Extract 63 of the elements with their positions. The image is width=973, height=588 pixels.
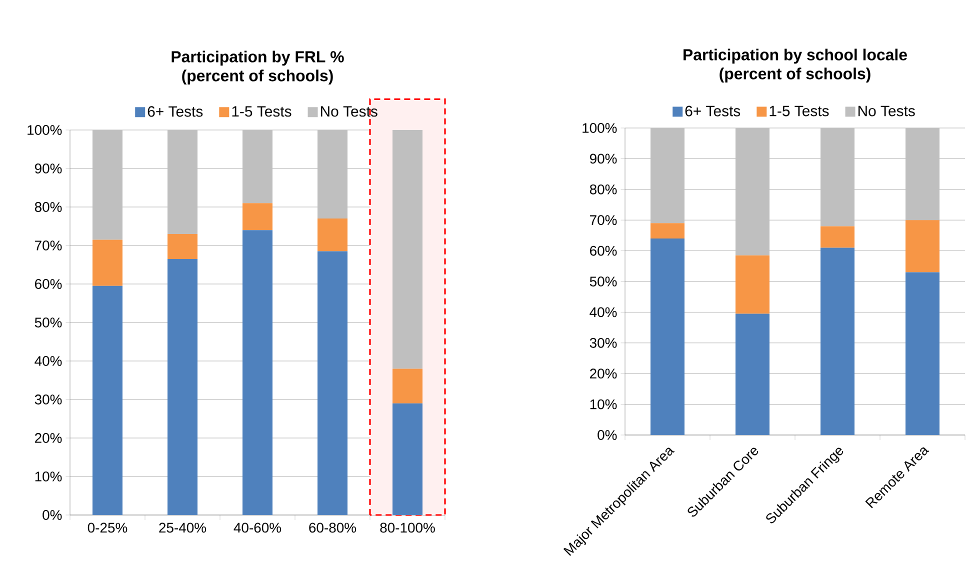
y-tick-label: 40% bbox=[34, 356, 62, 366]
bar bbox=[168, 258, 198, 515]
bar bbox=[392, 403, 423, 515]
y-tick-label: 100% bbox=[28, 125, 62, 135]
bar bbox=[168, 130, 198, 234]
bar bbox=[242, 130, 272, 204]
y-tick-label: 10% bbox=[35, 472, 62, 482]
y-tick-label: 70% bbox=[35, 240, 62, 250]
bar bbox=[318, 218, 348, 252]
legend-label: No Tests bbox=[858, 106, 915, 116]
bar bbox=[736, 128, 770, 256]
y-tick-label: 20% bbox=[590, 368, 617, 379]
bar bbox=[92, 240, 122, 286]
legend-label: 6+ Tests bbox=[148, 106, 203, 117]
x-tick-label: 25-40% bbox=[159, 522, 206, 533]
x-tick-label: 80-100% bbox=[380, 522, 435, 533]
chart-title: Participation by FRL % bbox=[172, 50, 344, 66]
bar bbox=[318, 251, 348, 515]
y-tick-label: 50% bbox=[34, 318, 62, 328]
bar bbox=[906, 272, 940, 435]
bar bbox=[820, 248, 855, 435]
chart-title: Participation by school locale bbox=[684, 48, 907, 64]
y-tick-label: 70% bbox=[590, 215, 617, 226]
bar bbox=[650, 238, 685, 435]
chart-subtitle: (percent of schools) bbox=[182, 70, 333, 84]
y-tick-label: 80% bbox=[590, 184, 617, 194]
x-tick-label: 40-60% bbox=[234, 522, 282, 533]
legend-label: 6+ Tests bbox=[685, 106, 740, 116]
y-tick-label: 20% bbox=[35, 433, 62, 443]
bar bbox=[92, 130, 122, 240]
bar bbox=[820, 226, 855, 248]
y-tick-label: 30% bbox=[34, 394, 62, 404]
bar bbox=[736, 255, 770, 314]
y-tick-label: 30% bbox=[590, 338, 617, 348]
bar bbox=[92, 286, 122, 515]
x-tick-label: 60-80% bbox=[309, 522, 356, 533]
x-tick-label: 0-25% bbox=[88, 522, 128, 533]
bar bbox=[906, 220, 940, 272]
bar bbox=[318, 130, 348, 219]
bar bbox=[906, 128, 940, 220]
y-tick-label: 60% bbox=[35, 279, 62, 289]
bar bbox=[650, 128, 685, 224]
y-tick-label: 40% bbox=[590, 307, 617, 318]
y-tick-label: 90% bbox=[590, 154, 617, 164]
bar bbox=[242, 203, 272, 230]
bar bbox=[736, 314, 770, 435]
y-tick-label: 60% bbox=[590, 246, 617, 256]
bar bbox=[168, 234, 198, 259]
y-tick-label: 0% bbox=[42, 510, 62, 520]
y-tick-label: 0% bbox=[598, 430, 617, 440]
y-tick-label: 80% bbox=[34, 202, 62, 212]
bar bbox=[820, 128, 855, 226]
bar bbox=[650, 223, 685, 239]
y-tick-label: 100% bbox=[582, 123, 617, 133]
chart-subtitle: (percent of schools) bbox=[720, 68, 870, 83]
bar bbox=[392, 130, 423, 369]
legend-label: 1-5 Tests bbox=[232, 106, 292, 117]
y-tick-label: 10% bbox=[590, 399, 617, 410]
bar bbox=[242, 230, 272, 515]
legend-label: 1-5 Tests bbox=[770, 106, 829, 116]
y-tick-label: 90% bbox=[34, 164, 62, 174]
y-tick-label: 50% bbox=[590, 276, 617, 286]
bar bbox=[392, 368, 423, 404]
